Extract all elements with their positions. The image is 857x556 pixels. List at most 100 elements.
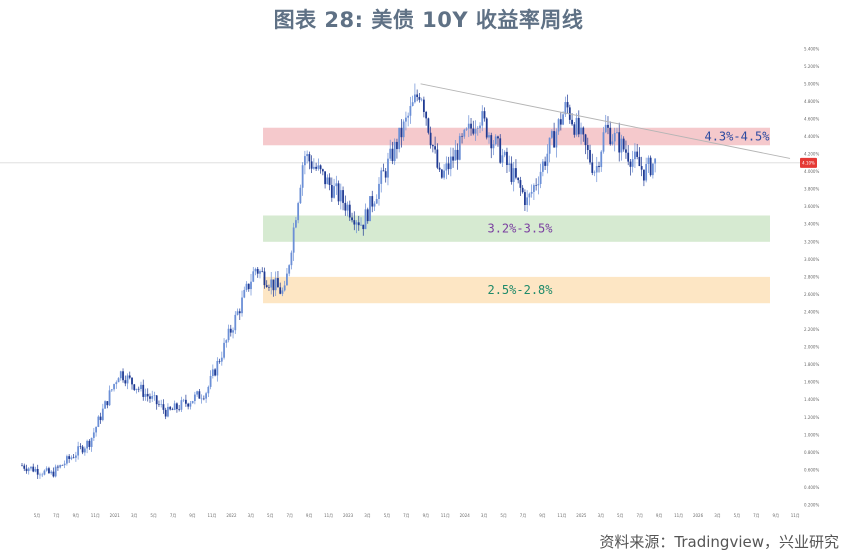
- candle-body: [187, 403, 190, 407]
- candle-body: [54, 466, 57, 477]
- candle-body: [337, 183, 340, 202]
- candlestick-series: [21, 83, 657, 479]
- candle-body: [308, 154, 311, 162]
- candle-body: [584, 134, 587, 146]
- candle-body: [196, 391, 199, 395]
- candle-body: [580, 127, 582, 135]
- candle-body: [553, 131, 556, 148]
- y-tick-label: 0.600%: [804, 467, 819, 472]
- candle-body: [151, 396, 154, 399]
- zone-label-0: 4.3%-4.5%: [704, 130, 770, 144]
- candle-body: [445, 163, 448, 171]
- candle-body: [48, 468, 50, 474]
- candle-body: [101, 408, 104, 421]
- chart-title: 图表 28: 美债 10Y 收益率周线: [273, 8, 584, 32]
- candle-body: [193, 394, 196, 402]
- candle-body: [92, 432, 95, 438]
- y-tick-label: 3.200%: [804, 239, 819, 244]
- candle-body: [373, 203, 376, 207]
- candle-body: [232, 330, 234, 333]
- candle-body: [117, 378, 120, 383]
- candle-body: [306, 154, 309, 157]
- candle-body: [250, 281, 252, 290]
- candle-body: [184, 399, 187, 404]
- candle-body: [575, 117, 578, 135]
- candle-body: [380, 170, 383, 184]
- candle-body: [303, 156, 306, 166]
- candle-body: [146, 393, 149, 397]
- candle-body: [503, 151, 506, 156]
- candle-body: [173, 403, 176, 410]
- y-tick-label: 2.200%: [804, 327, 819, 332]
- candle-body: [261, 271, 264, 272]
- x-tick-label: 3月: [248, 513, 255, 518]
- candle-body: [638, 156, 641, 167]
- candle-body: [205, 393, 208, 399]
- candle-body: [461, 135, 463, 137]
- y-tick-label: 3.400%: [804, 222, 819, 227]
- x-tick-label: 3月: [598, 513, 605, 518]
- candle-body: [216, 360, 219, 376]
- candle-body: [573, 124, 576, 135]
- candle-body: [23, 465, 26, 469]
- candle-body: [176, 403, 178, 410]
- candle-body: [602, 132, 605, 152]
- zone-band-0: [263, 127, 770, 146]
- candle-body: [481, 111, 484, 126]
- candle-body: [155, 395, 158, 405]
- candle-body: [312, 166, 315, 169]
- candle-body: [81, 446, 84, 453]
- candle-body: [292, 227, 295, 253]
- trend-line-layer: [420, 83, 791, 159]
- candle-body: [256, 268, 259, 274]
- candle-body: [506, 151, 508, 165]
- candle-body: [211, 369, 214, 376]
- candle-body: [164, 409, 167, 417]
- candle-body: [160, 404, 163, 405]
- candle-body: [97, 416, 100, 427]
- x-tick-label: 7月: [53, 513, 60, 518]
- candle-body: [79, 446, 82, 447]
- source-note: 资料来源：Tradingview，兴业研究: [599, 533, 839, 551]
- y-tick-label: 1.000%: [804, 432, 819, 437]
- x-tick-label: 11月: [441, 513, 450, 518]
- candle-body: [124, 380, 127, 384]
- candle-body: [214, 369, 216, 376]
- candle-body: [319, 165, 322, 170]
- candle-body: [640, 166, 643, 170]
- y-tick-label: 0.800%: [804, 450, 819, 455]
- candle-body: [189, 403, 192, 407]
- x-tick-label: 3月: [364, 513, 371, 518]
- x-tick-label: 2026: [693, 513, 704, 518]
- candle-body: [490, 135, 493, 149]
- candle-body: [122, 371, 124, 381]
- y-axis: 0.200% 0.400% 0.600% 0.800% 1.000% 1.200% 1.40…: [804, 46, 819, 507]
- candle-body: [162, 404, 165, 410]
- candle-body: [88, 440, 91, 447]
- trend-line: [420, 83, 791, 159]
- candle-body: [371, 196, 374, 207]
- x-tick-label: 7月: [403, 513, 410, 518]
- x-tick-label: 2022: [226, 513, 237, 518]
- candle-body: [41, 474, 44, 476]
- x-tick-label: 2025: [576, 513, 587, 518]
- candle-body: [108, 390, 111, 406]
- candle-body: [252, 271, 255, 282]
- y-tick-label: 1.800%: [804, 362, 819, 367]
- candle-body: [265, 285, 268, 288]
- candle-body: [21, 465, 23, 467]
- candle-body: [236, 311, 239, 315]
- candle-body: [402, 121, 405, 138]
- candle-body: [50, 471, 53, 474]
- x-tick-label: 9月: [773, 513, 780, 518]
- candle-body: [427, 118, 430, 133]
- x-tick-label: 11月: [791, 513, 800, 518]
- y-tick-label: 1.600%: [804, 380, 819, 385]
- candle-body: [247, 283, 250, 290]
- candle-body: [229, 328, 232, 333]
- candle-body: [416, 94, 419, 98]
- candle-body: [131, 377, 133, 385]
- candle-body: [607, 124, 609, 128]
- candle-body: [135, 388, 138, 390]
- candle-body: [227, 328, 230, 341]
